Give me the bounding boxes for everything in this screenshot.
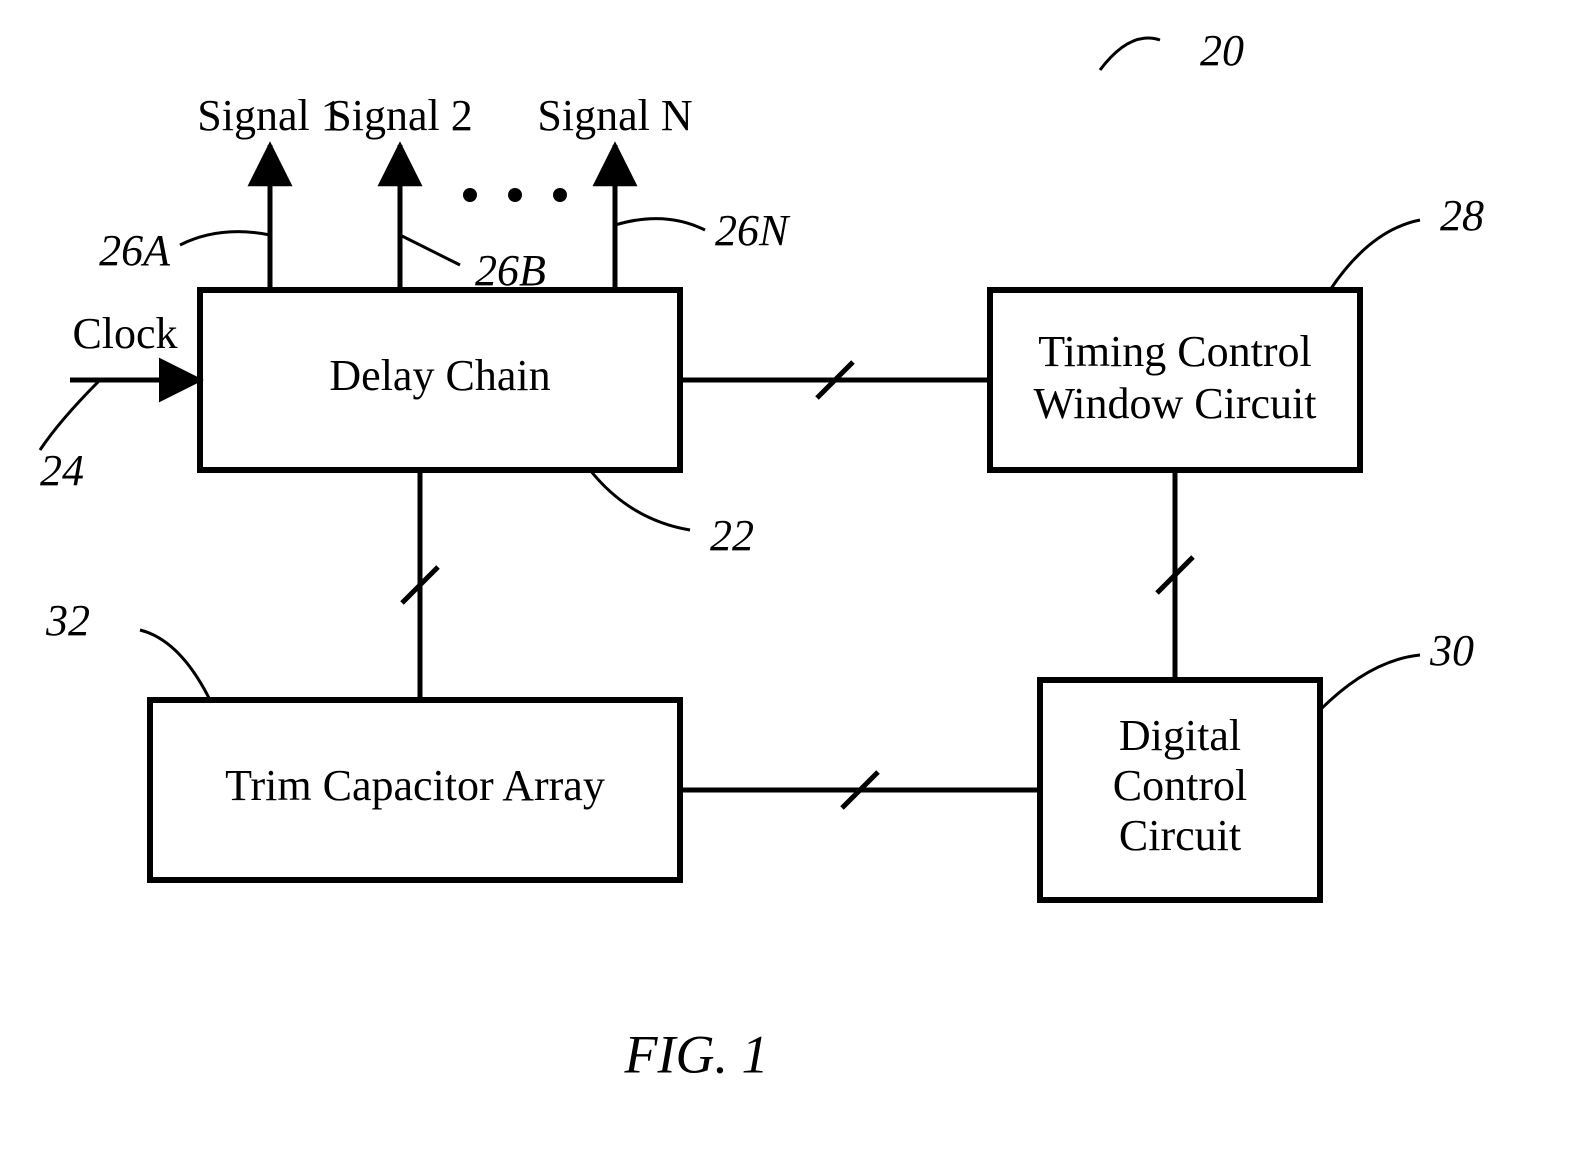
delay-chain-label: Delay Chain — [329, 351, 550, 400]
trim-label: Trim Capacitor Array — [225, 761, 605, 810]
ellipsis-dot-icon — [553, 188, 567, 202]
digital-label-3: Circuit — [1119, 811, 1241, 860]
leader-32 — [140, 630, 210, 700]
timing-label-1: Timing Control — [1038, 327, 1311, 376]
digital-label-2: Control — [1113, 761, 1247, 810]
clock-label: Clock — [72, 309, 177, 358]
leader-26b — [400, 235, 460, 265]
ref-26a: 26A — [99, 226, 171, 275]
leader-30 — [1320, 655, 1420, 710]
block-diagram: Delay Chain Timing ControlWindow Circuit T… — [0, 0, 1593, 1151]
timing-label-2: Window Circuit — [1034, 379, 1317, 428]
leader-26n — [615, 219, 705, 230]
leader-22 — [590, 470, 690, 530]
ref-22: 22 — [710, 511, 754, 560]
figure-caption: FIG. 1 — [624, 1024, 769, 1084]
leader-26a — [180, 232, 270, 245]
ellipsis-dot-icon — [508, 188, 522, 202]
ref-32: 32 — [45, 596, 90, 645]
signal-n-label: Signal N — [537, 91, 692, 140]
ref-30: 30 — [1429, 626, 1474, 675]
ref-26b: 26B — [475, 246, 546, 295]
ref-26n: 26N — [715, 206, 791, 255]
digital-label-1: Digital — [1119, 711, 1241, 760]
ref-24: 24 — [40, 446, 84, 495]
signal-2-label: Signal 2 — [327, 91, 472, 140]
ref-20: 20 — [1200, 26, 1244, 75]
leader-28 — [1330, 220, 1420, 290]
leader-24 — [40, 380, 100, 450]
ref-28: 28 — [1440, 191, 1484, 240]
ellipsis-dot-icon — [463, 188, 477, 202]
signal-1-label: Signal 1 — [197, 91, 342, 140]
leader-20 — [1100, 38, 1160, 70]
